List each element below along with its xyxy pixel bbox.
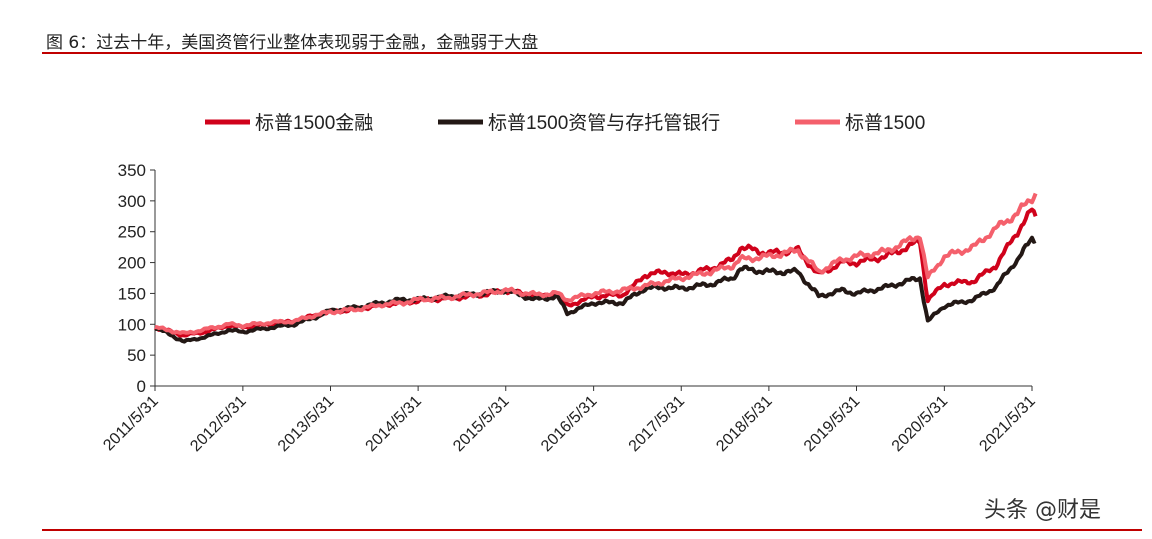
x-tick-label: 2020/5/31 [889, 393, 951, 455]
y-tick-label: 150 [118, 284, 146, 303]
x-tick-label: 2017/5/31 [626, 393, 688, 455]
legend-item-2: 标普1500 [795, 112, 925, 134]
y-tick-label: 0 [137, 377, 146, 396]
series-line-0 [153, 207, 1038, 338]
legend-item-0: 标普1500金融 [205, 112, 373, 134]
x-tick-label: 2014/5/31 [363, 393, 425, 455]
x-tick-label: 2012/5/31 [187, 393, 249, 455]
y-tick-label: 200 [118, 254, 146, 273]
x-tick-label: 2019/5/31 [801, 393, 863, 455]
x-tick-label: 2021/5/31 [976, 393, 1038, 455]
legend-label: 标普1500 [845, 112, 925, 134]
series-line-1 [154, 235, 1037, 344]
x-tick-label: 2018/5/31 [713, 393, 775, 455]
figure-title: 图 6：过去十年，美国资管行业整体表现弱于金融，金融弱于大盘 [46, 33, 539, 53]
y-tick-label: 50 [127, 346, 146, 365]
y-tick-label: 350 [118, 161, 146, 180]
top-rule [42, 52, 1142, 54]
legend-item-1: 标普1500资管与存托管银行 [438, 112, 720, 134]
y-tick-label: 100 [118, 315, 146, 334]
x-tick-label: 2013/5/31 [275, 393, 337, 455]
bottom-rule [42, 529, 1142, 531]
y-tick-label: 250 [118, 223, 146, 242]
y-tick-label: 300 [118, 192, 146, 211]
axes: 0 50 100 150 200 250 300 350 2011/5/31 2012/5/31 2… [100, 161, 1039, 455]
legend-label: 标普1500金融 [255, 112, 373, 134]
series-line-2 [154, 192, 1038, 335]
legend-label: 标普1500资管与存托管银行 [488, 112, 720, 134]
legend: 标普1500金融 标普1500资管与存托管银行 标普1500 [205, 112, 925, 134]
series-lines [153, 192, 1038, 344]
x-tick-label: 2011/5/31 [100, 393, 162, 455]
x-tick-label: 2016/5/31 [538, 393, 600, 455]
watermark: 头条 @财是 [984, 498, 1101, 523]
x-tick-label: 2015/5/31 [450, 393, 512, 455]
